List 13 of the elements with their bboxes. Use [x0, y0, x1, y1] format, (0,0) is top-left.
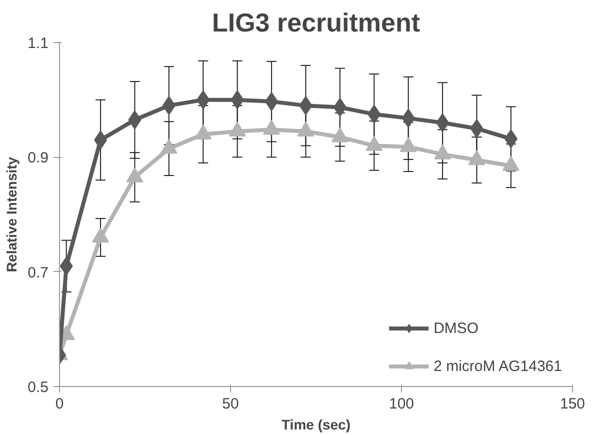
- y-tick-label: 1.1: [28, 35, 49, 52]
- x-tick-label: 0: [55, 396, 64, 412]
- x-tick-label: 50: [222, 396, 239, 412]
- x-tick-label: 150: [560, 396, 586, 412]
- y-tick-label: 0.5: [28, 379, 49, 396]
- chart-title: LIG3 recruitment: [212, 8, 420, 38]
- x-axis-title: Time (sec): [282, 416, 350, 432]
- x-tick-label: 100: [388, 396, 414, 412]
- legend-label: 2 microM AG14361: [434, 358, 562, 374]
- legend-label: DMSO: [434, 320, 479, 336]
- y-axis-title: Relative Intensity: [4, 156, 20, 272]
- y-tick-label: 0.9: [28, 150, 49, 167]
- y-tick-label: 0.7: [28, 264, 49, 282]
